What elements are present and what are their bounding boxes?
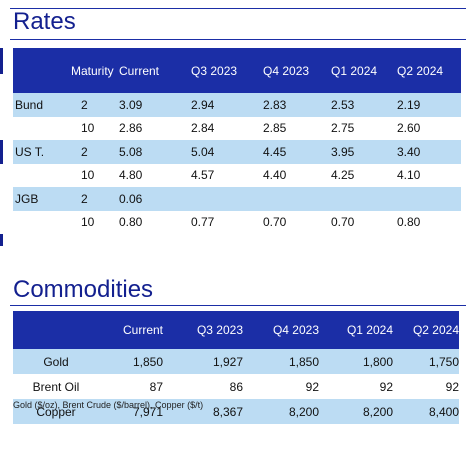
table-cell: 2.19 [397, 97, 421, 112]
table-cell [13, 211, 59, 235]
rates-table: Maturity Current Q3 2023 Q4 2023 Q1 2024… [13, 48, 461, 234]
table-cell: 0.80 [397, 215, 421, 230]
header-cell: Current [119, 63, 160, 78]
table-cell: Copper [36, 404, 76, 419]
table-cell: 92 [379, 379, 393, 394]
table-row: Brent Oil 87 86 92 92 92 [13, 374, 459, 399]
table-cell: 10 [81, 215, 95, 230]
table-cell: 1,750 [428, 354, 459, 369]
table-cell: 2.94 [191, 97, 215, 112]
table-cell: 2.85 [263, 121, 287, 136]
table-cell: 0.06 [119, 191, 143, 206]
header-cell: Q2 2024 [397, 63, 444, 78]
table-cell: 92 [305, 379, 319, 394]
table-cell: 3.09 [119, 97, 143, 112]
table-row: 10 4.80 4.57 4.40 4.25 4.10 [13, 164, 461, 188]
header-cell: Maturity [71, 63, 114, 78]
table-cell: 0.70 [263, 215, 287, 230]
table-cell: 1,850 [288, 354, 319, 369]
table-row: 10 2.86 2.84 2.85 2.75 2.60 [13, 117, 461, 141]
table-cell: 5.08 [119, 144, 143, 159]
table-cell: 1,800 [362, 354, 393, 369]
table-cell: 3.95 [331, 144, 355, 159]
commodities-header-row: Current Q3 2023 Q4 2023 Q1 2024 Q2 2024 [13, 311, 459, 349]
table-cell: 4.10 [397, 168, 421, 183]
header-cell: Q1 2024 [346, 323, 393, 337]
rates-top-rule [10, 8, 466, 9]
table-row: Bund 2 3.09 2.94 2.83 2.53 2.19 [13, 93, 461, 117]
table-cell: 4.25 [331, 168, 355, 183]
table-cell: JGB [15, 191, 39, 206]
table-row: Copper 7,971 8,367 8,200 8,200 8,400 [13, 399, 459, 424]
rates-header-row: Maturity Current Q3 2023 Q4 2023 Q1 2024… [13, 48, 461, 93]
table-cell: 2.86 [119, 121, 143, 136]
rates-title-rule [10, 39, 466, 40]
table-row: Gold 1,850 1,927 1,850 1,800 1,750 [13, 349, 459, 374]
table-cell: 2 [81, 97, 88, 112]
table-cell: Bund [15, 97, 44, 112]
table-cell: 8,200 [362, 404, 393, 419]
table-cell: 1,927 [212, 354, 243, 369]
table-cell: 8,367 [212, 404, 243, 419]
commodities-table: Current Q3 2023 Q4 2023 Q1 2024 Q2 2024 … [13, 311, 459, 424]
table-cell: Gold [43, 354, 69, 369]
table-cell: 2 [81, 191, 88, 206]
table-cell: 2 [81, 144, 88, 159]
table-cell: 2.60 [397, 121, 421, 136]
table-cell: 87 [149, 379, 163, 394]
side-marker [0, 234, 3, 246]
table-cell: 2.53 [331, 97, 355, 112]
table-cell: 4.57 [191, 168, 215, 183]
table-row: US T. 2 5.08 5.04 4.45 3.95 3.40 [13, 140, 461, 164]
table-cell [13, 117, 59, 141]
table-cell: 8,400 [428, 404, 459, 419]
table-cell: 92 [445, 379, 459, 394]
table-cell: 10 [81, 168, 95, 183]
side-marker [0, 48, 3, 74]
table-cell: 4.45 [263, 144, 287, 159]
side-marker [0, 140, 3, 164]
table-cell [397, 187, 461, 211]
table-cell [263, 187, 331, 211]
commodities-title-rule [10, 305, 466, 306]
table-cell [331, 187, 397, 211]
table-cell: 2.84 [191, 121, 215, 136]
header-cell: Q2 2024 [412, 323, 459, 337]
table-cell: US T. [15, 144, 45, 159]
table-row: JGB 2 0.06 [13, 187, 461, 211]
commodities-title: Commodities [13, 276, 154, 303]
header-cell: Current [122, 323, 163, 337]
table-cell [13, 164, 59, 188]
header-cell: Q3 2023 [196, 323, 243, 337]
header-cell [13, 311, 99, 349]
table-cell: Brent Oil [32, 379, 80, 394]
table-cell: 2.75 [331, 121, 355, 136]
table-cell: 0.77 [191, 215, 215, 230]
table-cell: 4.80 [119, 168, 143, 183]
table-cell [191, 187, 263, 211]
table-cell: 2.83 [263, 97, 287, 112]
table-cell: 4.40 [263, 168, 287, 183]
table-cell: 3.40 [397, 144, 421, 159]
table-cell: 5.04 [191, 144, 215, 159]
header-cell: Q4 2023 [263, 63, 310, 78]
table-cell: 10 [81, 121, 95, 136]
header-cell: Q1 2024 [331, 63, 378, 78]
header-cell [13, 48, 59, 93]
table-cell: 7,971 [132, 404, 163, 419]
table-cell: 8,200 [288, 404, 319, 419]
table-row: 10 0.80 0.77 0.70 0.70 0.80 [13, 211, 461, 235]
header-cell: Q4 2023 [272, 323, 319, 337]
table-cell: 0.80 [119, 215, 143, 230]
header-cell: Q3 2023 [191, 63, 238, 78]
table-cell: 1,850 [132, 354, 163, 369]
table-cell: 0.70 [331, 215, 355, 230]
table-cell: 86 [229, 379, 243, 394]
rates-title: Rates [13, 8, 76, 35]
commodities-footnote: Gold ($/oz), Brent Crude ($/barrel), Cop… [13, 400, 204, 410]
